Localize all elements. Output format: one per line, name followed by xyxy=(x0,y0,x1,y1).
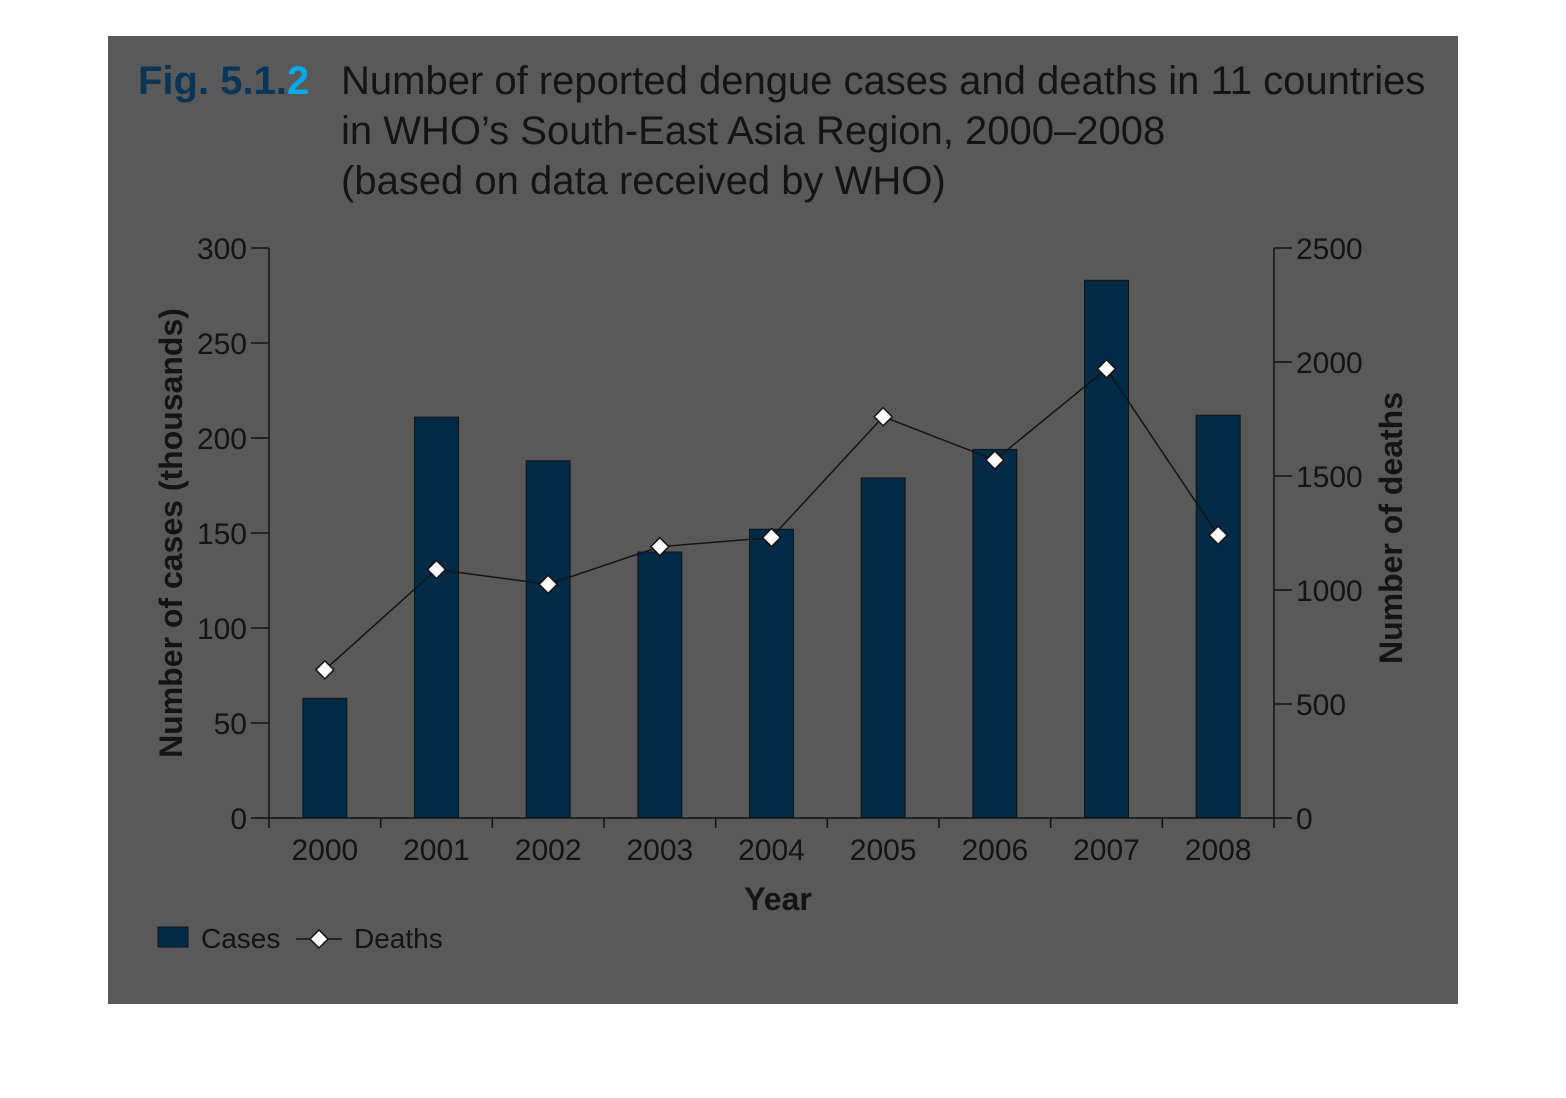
bar-cases-2002 xyxy=(525,460,571,819)
right-tick-label-1000: 1000 xyxy=(1296,575,1363,608)
x-tick-label-2005: 2005 xyxy=(850,834,917,867)
left-tick-label-150: 150 xyxy=(197,518,247,551)
deaths-series xyxy=(314,358,1229,680)
left-tick-label-50: 50 xyxy=(214,708,247,741)
bar-cases-2004 xyxy=(749,528,794,819)
deaths-marker-2003 xyxy=(649,536,670,557)
left-tick-label-0: 0 xyxy=(230,803,247,836)
bar-cases-2006 xyxy=(972,448,1018,819)
x-tick-label-2008: 2008 xyxy=(1185,834,1252,867)
figure-number: Fig. 5.1.2 xyxy=(138,59,309,103)
left-tick-label-200: 200 xyxy=(197,423,247,456)
deaths-marker-2005 xyxy=(873,406,894,427)
right-tick-label-500: 500 xyxy=(1296,689,1346,722)
chart-title-line-3: (based on data received by WHO) xyxy=(341,159,946,203)
chart-legend: Cases Deaths xyxy=(157,923,443,954)
bar-cases-2000 xyxy=(302,697,348,819)
chart-title-line-2: in WHO’s South-East Asia Region, 2000–20… xyxy=(341,109,1165,153)
deaths-marker-2008 xyxy=(1208,525,1229,546)
figure-number-suffix: 2 xyxy=(287,59,309,103)
chart-title-line-1: Number of reported dengue cases and deat… xyxy=(341,59,1425,103)
legend-label-cases: Cases xyxy=(201,923,280,954)
x-axis-title: Year xyxy=(744,881,812,917)
y2-axis-title: Number of deaths xyxy=(1373,392,1409,664)
right-tick-label-1500: 1500 xyxy=(1296,461,1363,494)
deaths-marker-2000 xyxy=(314,659,335,680)
bar-cases-2005 xyxy=(860,477,906,819)
left-tick-label-250: 250 xyxy=(197,328,247,361)
x-tick-label-2000: 2000 xyxy=(291,834,358,867)
deaths-marker-2004 xyxy=(761,527,782,548)
right-tick-label-2500: 2500 xyxy=(1296,233,1363,266)
x-tick-label-2003: 2003 xyxy=(626,834,693,867)
bar-cases-2003 xyxy=(637,551,683,819)
legend-marker-deaths xyxy=(308,928,330,950)
bar-cases-2008 xyxy=(1195,414,1241,819)
legend-label-deaths: Deaths xyxy=(354,923,443,954)
x-tick-label-2002: 2002 xyxy=(515,834,582,867)
left-tick-label-300: 300 xyxy=(197,233,247,266)
axis-ticks: 0 50 100 150 200 250 300 0 500 1000 1500 2000 2500 20… xyxy=(197,233,1363,867)
x-tick-label-2006: 2006 xyxy=(961,834,1028,867)
x-tick-label-2001: 2001 xyxy=(403,834,470,867)
bar-cases-2001 xyxy=(414,416,459,819)
deaths-marker-2006 xyxy=(984,449,1005,471)
deaths-marker-2002 xyxy=(538,574,559,595)
legend-swatch-cases xyxy=(157,926,189,948)
y-axis-title: Number of cases (thousands) xyxy=(153,308,189,758)
right-tick-label-0: 0 xyxy=(1296,803,1313,836)
figure-number-prefix: Fig. 5.1. xyxy=(138,59,287,103)
deaths-marker-2001 xyxy=(426,559,447,580)
right-tick-label-2000: 2000 xyxy=(1296,347,1363,380)
x-tick-label-2007: 2007 xyxy=(1073,834,1140,867)
cases-bars xyxy=(302,279,1241,819)
deaths-marker-2007 xyxy=(1096,358,1117,379)
left-tick-label-100: 100 xyxy=(197,613,247,646)
x-tick-label-2004: 2004 xyxy=(738,834,805,867)
